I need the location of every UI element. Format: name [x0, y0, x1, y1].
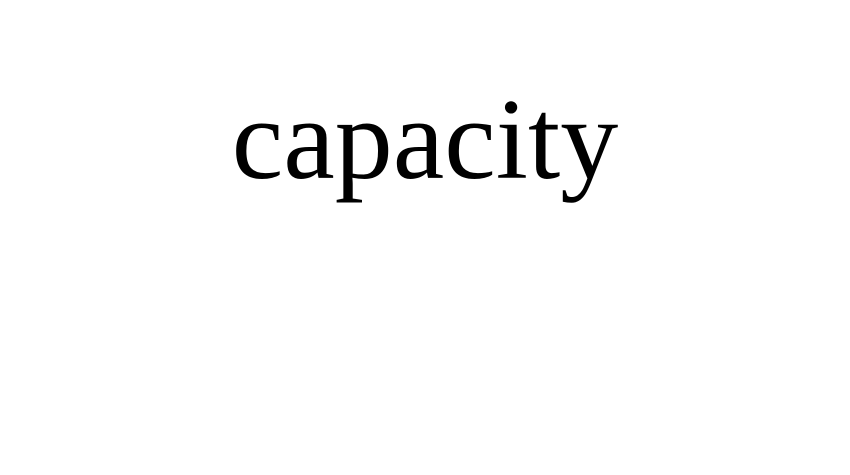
- display-word: capacity: [231, 76, 619, 204]
